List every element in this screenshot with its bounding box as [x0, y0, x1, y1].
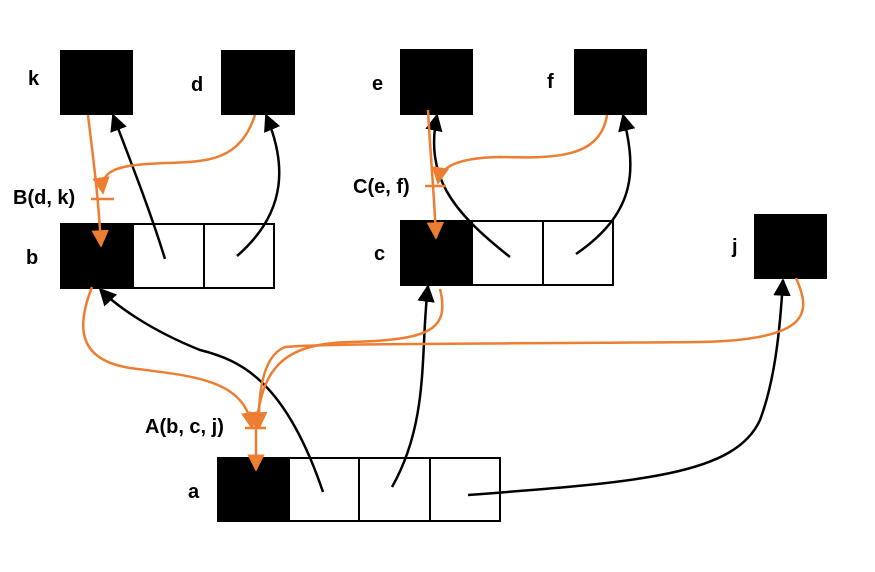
- label-j: j: [731, 236, 738, 258]
- construction-d-to-b: [92, 114, 257, 195]
- object-b-field-1: [132, 223, 205, 289]
- object-a-field-1: [288, 457, 360, 522]
- object-d: d: [191, 50, 295, 115]
- pointer-b-to-d: [236, 113, 281, 257]
- object-j: j: [731, 214, 827, 279]
- object-a-field-2: [358, 457, 431, 522]
- object-b: b: [26, 223, 275, 289]
- constructor-label-a: A(b, c, j): [145, 416, 224, 438]
- label-e: e: [372, 73, 383, 95]
- label-c: c: [374, 243, 385, 265]
- object-k: k: [28, 50, 133, 115]
- construction-f-to-c: [431, 114, 609, 185]
- construction-c-to-a: [248, 288, 444, 430]
- constructor-label-b: B(d, k): [13, 187, 75, 209]
- object-c-field-1: [471, 220, 544, 286]
- construction-j-to-a: [249, 277, 805, 430]
- pointer-c-to-e: [425, 113, 511, 258]
- label-k: k: [28, 68, 40, 90]
- construction-k-to-b: [86, 114, 109, 248]
- construction-b-to-a: [81, 286, 259, 430]
- object-b-field-2: [203, 223, 275, 289]
- label-b: b: [26, 247, 38, 269]
- object-e: e: [372, 49, 473, 115]
- label-f: f: [547, 71, 554, 93]
- object-f: f: [547, 49, 647, 115]
- object-a-field-3: [429, 457, 501, 522]
- pointer-a-to-b: [98, 287, 325, 493]
- pointer-a-to-j: [467, 278, 791, 497]
- constructor-label-c: C(e, f): [353, 176, 410, 198]
- label-a: a: [188, 481, 200, 503]
- pointer-c-to-f: [575, 113, 636, 256]
- object-a: a: [188, 457, 501, 522]
- pointer-a-to-c: [390, 284, 435, 488]
- pointer-b-to-k: [110, 113, 167, 260]
- label-d: d: [191, 74, 203, 96]
